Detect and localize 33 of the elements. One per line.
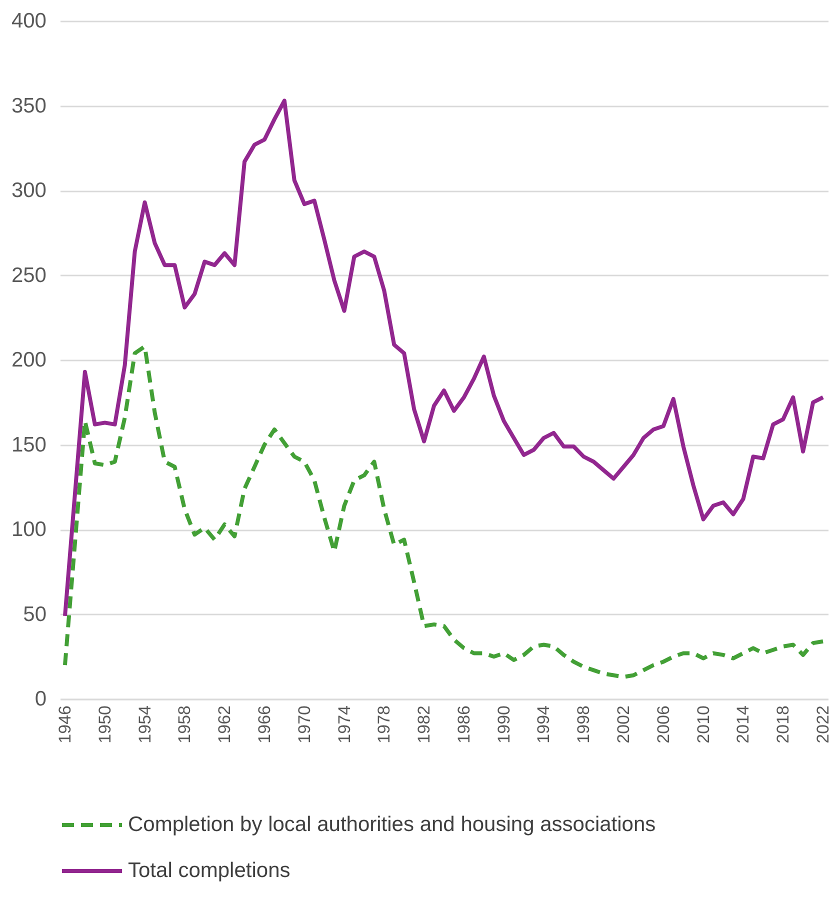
x-tick-label: 2014: [734, 706, 753, 744]
y-tick-label: 350: [11, 94, 46, 118]
x-tick-label: 1998: [574, 706, 594, 744]
x-tick-label: 1950: [95, 706, 114, 744]
x-tick-label: 1946: [55, 706, 74, 744]
x-tick-label: 2002: [614, 706, 634, 744]
x-tick-label: 1954: [135, 706, 154, 744]
y-tick-label: 300: [11, 179, 46, 202]
x-tick-label: 1982: [414, 706, 434, 744]
x-tick-label: 1978: [374, 706, 394, 744]
y-tick-label: 400: [11, 10, 46, 32]
x-tick-label: 1986: [454, 706, 474, 744]
line-series: [62, 98, 826, 618]
y-tick-label: 250: [11, 264, 46, 287]
y-tick-label: 50: [23, 602, 46, 626]
y-tick-label: 0: [34, 688, 46, 710]
legend-label: Total completions: [128, 859, 290, 882]
y-tick-label: 150: [11, 433, 46, 456]
x-tick-label: 2018: [774, 706, 793, 744]
x-tick-label: 2010: [694, 706, 713, 744]
y-tick-label: 200: [11, 348, 46, 372]
x-tick-label: 1958: [175, 706, 194, 744]
x-tick-label: 2006: [654, 706, 673, 744]
x-tick-label: 1990: [494, 706, 514, 744]
x-tick-label: 1974: [334, 706, 354, 744]
x-tick-label: 1994: [534, 706, 554, 744]
y-tick-label: 100: [11, 518, 46, 541]
x-tick-label: 2022: [814, 706, 833, 744]
legend-label: Completion by local authorities and housing associations: [128, 813, 656, 836]
x-tick-label: 1966: [254, 706, 274, 744]
x-tick-label: 1962: [215, 706, 234, 744]
x-tick-label: 1970: [294, 706, 314, 744]
line-series: [62, 344, 826, 679]
